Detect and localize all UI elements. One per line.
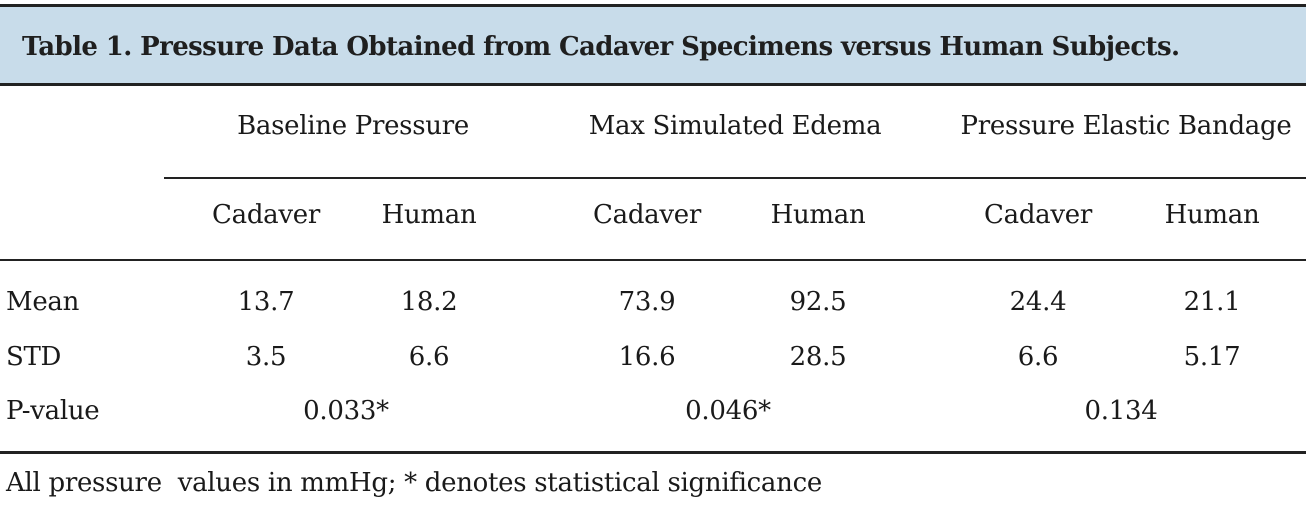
group-header-max-edema: Max Simulated Edema <box>588 111 882 141</box>
subheader-cadaver: Cadaver <box>212 200 320 230</box>
table-cell: 13.7 <box>237 287 295 317</box>
table-cell: 21.1 <box>1183 287 1241 317</box>
pvalue-max-edema: 0.046* <box>685 396 771 426</box>
table-cell: 6.6 <box>408 342 450 372</box>
table-cell: 6.6 <box>1017 342 1059 372</box>
subheader-cadaver: Cadaver <box>593 200 701 230</box>
table-cell: 3.5 <box>245 342 287 372</box>
table-top-rule <box>0 4 1306 7</box>
table-cell: 18.2 <box>400 287 458 317</box>
header-rule <box>0 259 1306 261</box>
pvalue-elastic-bandage: 0.134 <box>1084 396 1158 426</box>
table-cell: 73.9 <box>618 287 676 317</box>
pvalue-baseline: 0.033* <box>303 396 389 426</box>
row-label-pvalue: P-value <box>6 396 100 426</box>
group-header-rule <box>164 177 1306 179</box>
table-cell: 5.17 <box>1183 342 1241 372</box>
subheader-human: Human <box>770 200 866 230</box>
subheader-human: Human <box>1164 200 1260 230</box>
table-title-bar: Table 1. Pressure Data Obtained from Cad… <box>0 7 1306 86</box>
table-bottom-rule <box>0 451 1306 454</box>
group-header-baseline: Baseline Pressure <box>237 111 469 141</box>
table-cell: 16.6 <box>618 342 676 372</box>
row-label-mean: Mean <box>6 287 80 317</box>
table-title: Table 1. Pressure Data Obtained from Cad… <box>22 32 1180 62</box>
table-cell: 24.4 <box>1009 287 1067 317</box>
group-header-elastic-bandage: Pressure Elastic Bandage <box>960 111 1292 141</box>
table-cell: 28.5 <box>789 342 847 372</box>
row-label-std: STD <box>6 342 62 372</box>
subheader-cadaver: Cadaver <box>984 200 1092 230</box>
table-footnote: All pressure values in mmHg; * denotes s… <box>6 468 822 498</box>
table-cell: 92.5 <box>789 287 847 317</box>
subheader-human: Human <box>381 200 477 230</box>
